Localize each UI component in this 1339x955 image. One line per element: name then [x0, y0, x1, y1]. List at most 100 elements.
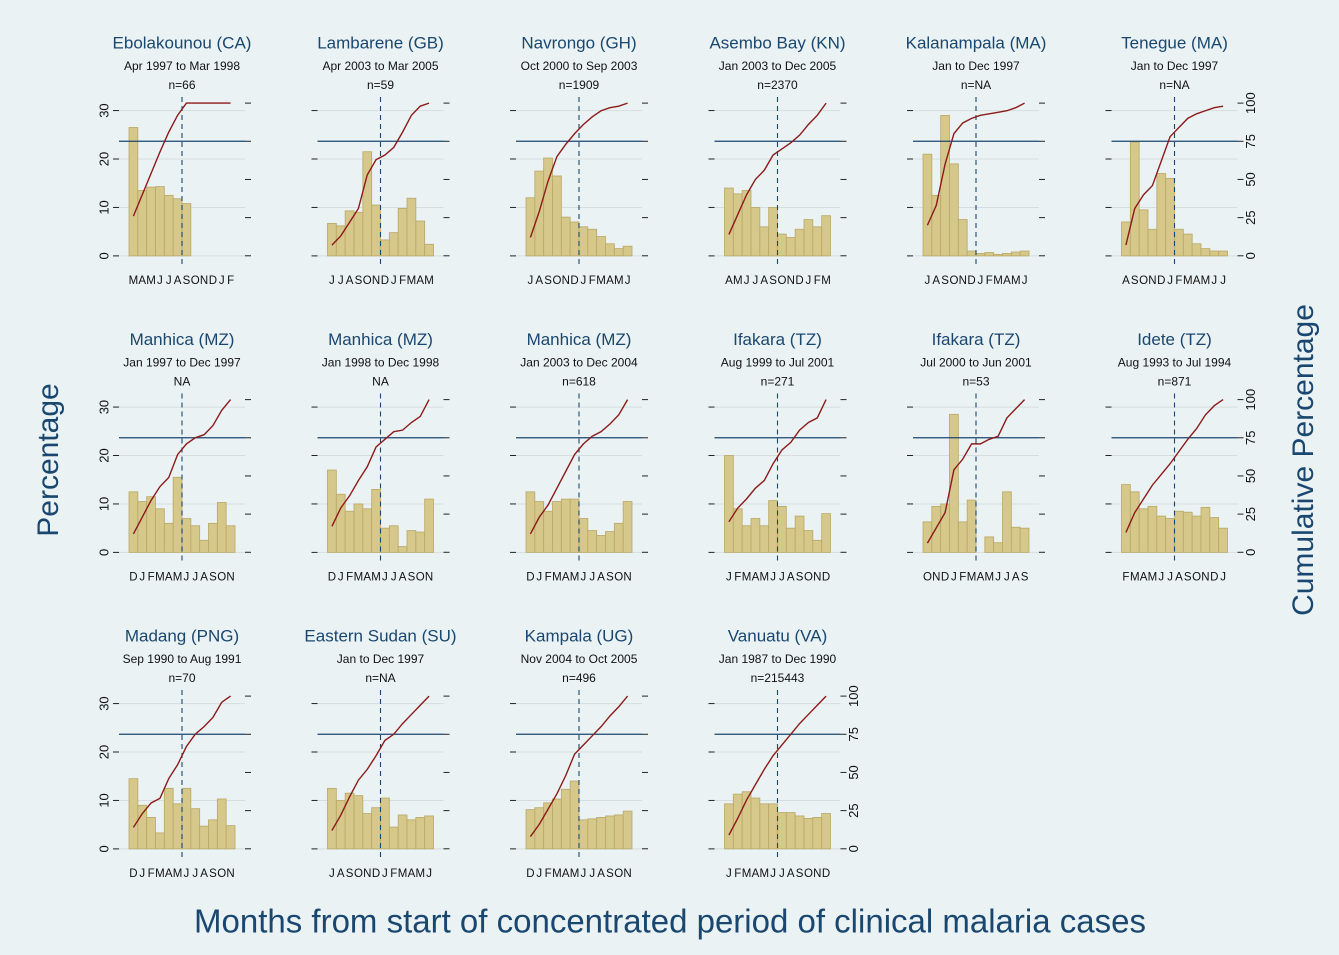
- bar: [128, 491, 139, 553]
- x-tick-label: S: [1131, 275, 1139, 287]
- bar: [1002, 491, 1012, 553]
- x-tick-label: M: [415, 868, 425, 880]
- x-tick-label: D: [941, 572, 949, 584]
- y2-axis-title: Cumulative Percentage: [1287, 304, 1320, 616]
- x-tick-label: O: [416, 572, 425, 584]
- x-tick-label: J: [157, 275, 163, 287]
- x-tick-label: J: [779, 572, 785, 584]
- x-tick-label: A: [138, 275, 146, 287]
- panel-note: n=2370: [757, 78, 798, 92]
- x-tick-label: A: [1140, 572, 1148, 584]
- x-tick-label: N: [787, 275, 795, 287]
- y2-tick-label: 0: [1243, 252, 1258, 259]
- x-tick-label: N: [959, 275, 967, 287]
- x-tick-label: J: [166, 275, 172, 287]
- bar: [1191, 515, 1202, 553]
- bar: [724, 803, 734, 850]
- x-tick-label: D: [526, 572, 534, 584]
- x-tick-label: M: [155, 572, 165, 584]
- x-tick-label: A: [752, 868, 760, 880]
- bar: [750, 518, 761, 553]
- y-tick-label: 10: [96, 200, 111, 214]
- x-tick-label: F: [589, 275, 596, 287]
- bar: [605, 531, 615, 553]
- x-tick-label: F: [1175, 275, 1182, 287]
- bar: [613, 248, 624, 257]
- cumulative-line: [926, 399, 1026, 544]
- bar: [424, 243, 434, 257]
- bar: [397, 814, 408, 850]
- x-tick-label: J: [1022, 275, 1028, 287]
- cumulative-line: [331, 102, 430, 246]
- x-tick-label: N: [226, 868, 234, 880]
- bar: [803, 530, 814, 553]
- x-tick-label: D: [822, 572, 830, 584]
- x-tick-label: A: [165, 868, 173, 880]
- panel-title: Asembo Bay (KN): [709, 33, 845, 52]
- x-tick-label: O: [923, 572, 932, 584]
- x-tick-label: N: [623, 868, 631, 880]
- bar: [371, 204, 381, 257]
- y2-tick-label: 0: [1243, 549, 1258, 556]
- x-tick-label: F: [148, 572, 155, 584]
- x-tick-label: D: [795, 275, 803, 287]
- panel-subtitle: Jan 1997 to Dec 1997: [123, 356, 241, 370]
- bar: [1019, 250, 1030, 257]
- bar: [146, 186, 156, 257]
- cumulative-line: [1125, 399, 1224, 533]
- x-tick-label: M: [1183, 275, 1193, 287]
- panel-subtitle: Nov 2004 to Oct 2005: [521, 652, 638, 666]
- cumulative-line: [132, 102, 231, 217]
- x-tick-label: M: [552, 868, 562, 880]
- x-tick-label: F: [734, 572, 741, 584]
- bar: [543, 510, 553, 553]
- bar: [371, 489, 381, 553]
- bar: [190, 808, 201, 850]
- x-tick-label: M: [173, 868, 183, 880]
- cumulative-line: [529, 102, 628, 238]
- bar: [388, 525, 399, 553]
- x-tick-label: J: [338, 275, 344, 287]
- bar: [768, 803, 778, 850]
- bar: [812, 226, 823, 257]
- bar: [777, 505, 787, 553]
- bar: [724, 187, 734, 257]
- x-tick-label: M: [967, 572, 977, 584]
- bar: [605, 815, 615, 850]
- y2-tick-label: 75: [846, 727, 861, 741]
- x-tick-label: D: [1157, 275, 1165, 287]
- y2-tick-label: 75: [1243, 431, 1258, 445]
- y2-tick-label: 100: [846, 685, 861, 707]
- bar: [172, 476, 183, 553]
- x-tick-label: M: [759, 572, 769, 584]
- bar: [172, 198, 183, 257]
- bar: [1121, 221, 1131, 257]
- bar: [750, 797, 761, 850]
- bar: [569, 780, 580, 850]
- x-tick-label: O: [614, 868, 623, 880]
- cumulative-line: [926, 102, 1025, 226]
- x-tick-label: O: [363, 275, 372, 287]
- bar: [362, 151, 373, 257]
- x-tick-label: A: [562, 572, 570, 584]
- x-tick-label: M: [596, 275, 606, 287]
- x-tick-label: S: [769, 275, 777, 287]
- x-tick-label: M: [129, 275, 139, 287]
- bar: [163, 522, 174, 553]
- x-tick-label: S: [796, 868, 804, 880]
- bar: [155, 508, 165, 553]
- panel-note: n=871: [1158, 375, 1192, 389]
- bar: [613, 522, 624, 553]
- bar: [1138, 209, 1149, 257]
- bar: [1209, 250, 1220, 257]
- bar: [750, 207, 761, 257]
- x-tick-label: A: [787, 572, 795, 584]
- bar: [560, 216, 571, 257]
- x-tick-label: M: [424, 275, 434, 287]
- bar: [560, 788, 571, 850]
- x-tick-label: D: [526, 868, 534, 880]
- y2-tick-label: 100: [1243, 389, 1258, 411]
- x-tick-label: J: [806, 275, 812, 287]
- bar: [199, 539, 209, 553]
- bar: [569, 221, 580, 257]
